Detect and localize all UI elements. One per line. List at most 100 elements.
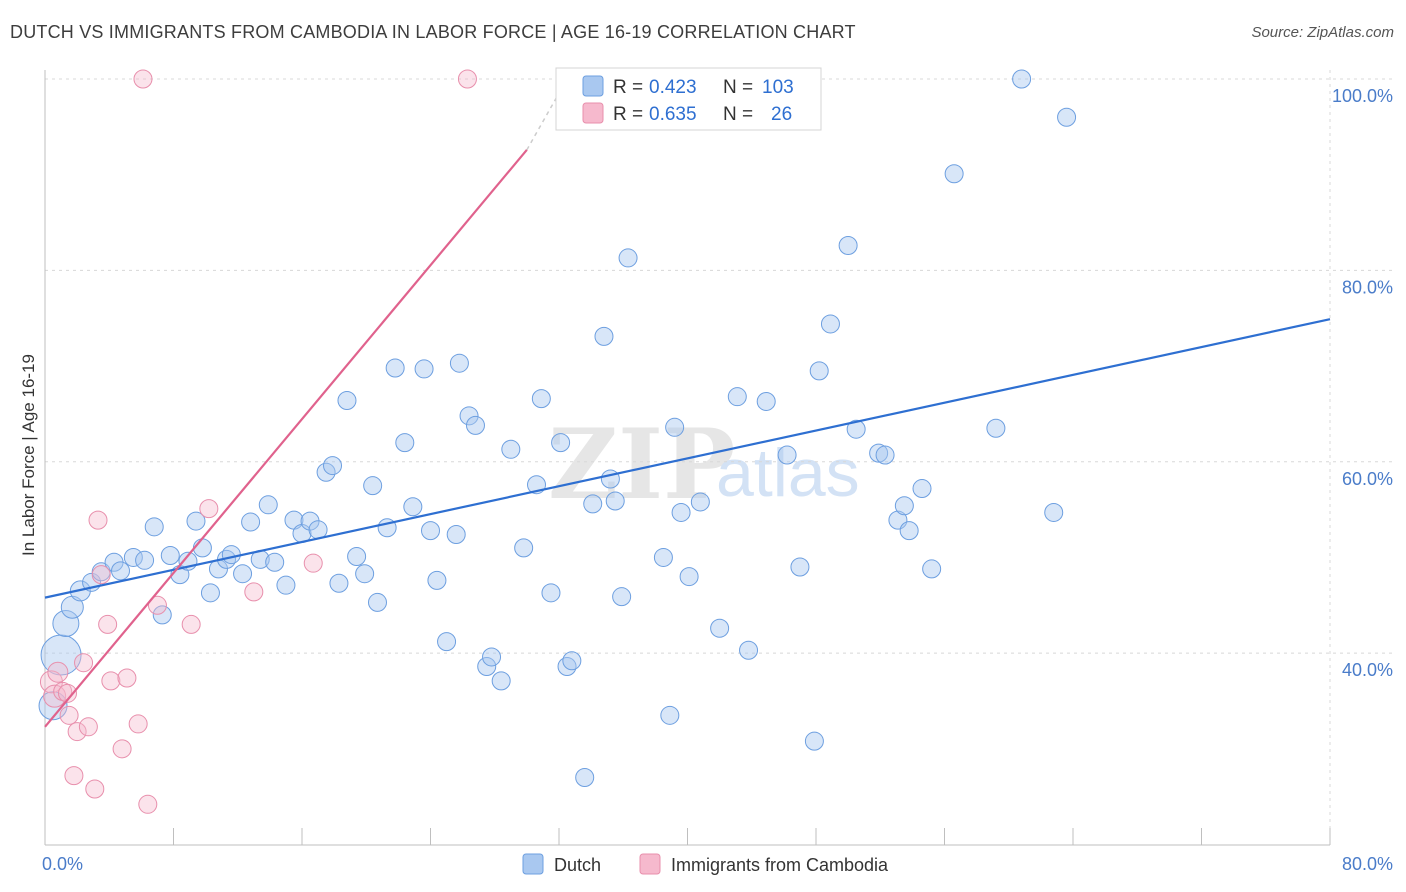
data-point-dutch (144, 517, 164, 537)
data-point-dutch (653, 547, 673, 567)
data-point-dutch (482, 647, 502, 667)
data-point-dutch (414, 359, 434, 379)
legend-r-value-dutch: 0.423 (649, 77, 697, 98)
data-point-cambodia (74, 653, 94, 673)
data-point-dutch (1044, 502, 1064, 522)
data-point-cambodia (91, 565, 111, 585)
data-point-dutch (739, 640, 759, 660)
data-point-dutch (160, 546, 180, 566)
data-point-cambodia (67, 722, 87, 742)
data-point-dutch (152, 605, 172, 625)
watermark: ZIP atlas (548, 408, 860, 521)
trend-line-dutch (44, 318, 1331, 599)
data-point-dutch (192, 538, 212, 558)
legend-swatch-dutch (582, 75, 604, 97)
data-point-dutch (477, 657, 497, 677)
y-tick-label: 60.0% (1342, 469, 1393, 489)
x-tick-label: 0.0% (42, 854, 83, 874)
chart-title: DUTCH VS IMMIGRANTS FROM CAMBODIA IN LAB… (10, 22, 856, 42)
dutch-points (38, 69, 1077, 788)
data-point-dutch (1057, 107, 1077, 127)
series-legend-label-dutch: Dutch (554, 855, 601, 875)
data-point-dutch (575, 768, 595, 788)
y-tick-label: 40.0% (1342, 660, 1393, 680)
data-point-cambodia (98, 614, 118, 634)
legend-n-label-dutch: N = (723, 77, 753, 98)
data-point-dutch (135, 550, 155, 570)
data-point-dutch (618, 248, 638, 268)
data-point-dutch (337, 391, 357, 411)
legend-r-label-dutch: R = (613, 77, 643, 98)
data-point-dutch (491, 671, 511, 691)
y-axis-label: In Labor Force | Age 16-19 (19, 354, 38, 556)
data-point-dutch (186, 511, 206, 531)
data-point-dutch (551, 433, 571, 453)
data-point-dutch (612, 587, 632, 607)
y-tick-label: 100.0% (1332, 86, 1393, 106)
data-point-dutch (562, 651, 582, 671)
data-point-dutch (363, 476, 383, 496)
data-point-dutch (395, 433, 415, 453)
data-point-dutch (838, 235, 858, 255)
data-point-cambodia (59, 705, 79, 725)
data-point-dutch (671, 502, 691, 522)
data-point-dutch (355, 564, 375, 584)
data-point-dutch (804, 731, 824, 751)
cambodia-points (39, 69, 477, 814)
source-credit: Source: ZipAtlas.com (1251, 24, 1394, 41)
legend-n-value-dutch: 103 (762, 77, 794, 98)
data-point-cambodia (147, 595, 167, 615)
data-point-dutch (541, 583, 561, 603)
trend-line-cambodia (44, 149, 528, 728)
data-point-dutch (347, 546, 367, 566)
data-point-dutch (690, 492, 710, 512)
correlation-legend: R = 0.423 N = 103 R = 0.635 N = 26 (555, 67, 822, 131)
data-point-dutch (465, 415, 485, 435)
data-point-dutch (1012, 69, 1032, 89)
data-point-dutch (922, 559, 942, 579)
data-point-cambodia (78, 717, 98, 737)
data-point-dutch (894, 496, 914, 516)
data-point-dutch (531, 389, 551, 409)
legend-r-value-cambodia: 0.635 (649, 104, 697, 125)
data-point-dutch (123, 547, 143, 567)
legend-n-value-cambodia: 26 (771, 104, 792, 125)
data-point-dutch (594, 326, 614, 346)
data-point-dutch (665, 417, 685, 437)
axes (44, 70, 1331, 846)
data-point-dutch (437, 632, 457, 652)
data-point-dutch (944, 164, 964, 184)
data-point-dutch (820, 314, 840, 334)
series-legend: Dutch Immigrants from Cambodia (522, 853, 889, 875)
data-point-dutch (790, 557, 810, 577)
data-point-cambodia (303, 553, 323, 573)
data-point-dutch (446, 524, 466, 544)
trend-lines (44, 78, 1331, 728)
watermark-zip: ZIP (548, 408, 735, 521)
data-point-dutch (727, 387, 747, 407)
data-point-cambodia (88, 510, 108, 530)
data-point-dutch (809, 361, 829, 381)
data-point-dutch (449, 353, 469, 373)
data-point-dutch (710, 618, 730, 638)
data-point-dutch (276, 575, 296, 595)
data-point-cambodia (64, 766, 84, 786)
data-point-dutch (605, 491, 625, 511)
data-point-cambodia (138, 794, 158, 814)
data-point-dutch (323, 456, 343, 476)
data-point-cambodia (133, 69, 153, 89)
data-point-dutch (110, 561, 130, 581)
data-point-cambodia (199, 499, 219, 519)
data-point-cambodia (457, 69, 477, 89)
data-point-dutch (459, 406, 479, 426)
data-point-dutch (200, 583, 220, 603)
data-point-dutch (583, 494, 603, 514)
data-point-cambodia (117, 668, 137, 688)
data-point-dutch (869, 443, 889, 463)
data-point-dutch (258, 495, 278, 515)
data-point-cambodia (244, 582, 264, 602)
data-point-dutch (986, 418, 1006, 438)
data-point-dutch (875, 445, 895, 465)
data-point-dutch (679, 567, 699, 587)
